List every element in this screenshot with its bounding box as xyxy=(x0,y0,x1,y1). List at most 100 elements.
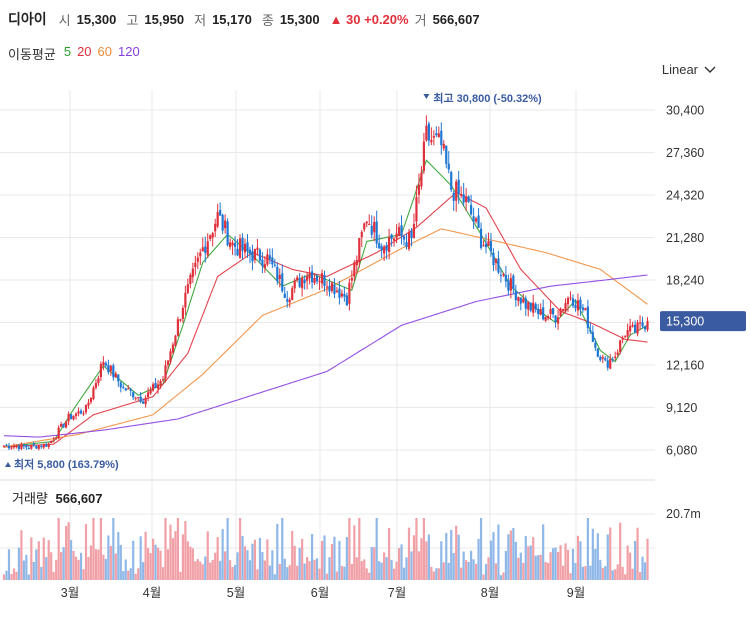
candle-body xyxy=(514,290,517,301)
volume-bar xyxy=(527,546,530,580)
candle-body xyxy=(104,362,107,366)
candle-body xyxy=(32,443,35,446)
candle-body xyxy=(127,388,130,390)
candle-body xyxy=(12,446,16,448)
volume-bar xyxy=(432,571,435,580)
candle-body xyxy=(216,212,219,227)
ma-legend-title: 이동평균 xyxy=(8,47,56,62)
volume-title-value: 566,607 xyxy=(55,491,103,506)
candle-body xyxy=(477,215,480,228)
candle-body xyxy=(601,357,604,359)
volume-bar xyxy=(112,518,115,580)
volume-bar xyxy=(301,538,304,580)
volume-bar xyxy=(211,559,214,580)
candle-body xyxy=(22,444,25,447)
volume-bar xyxy=(606,534,609,580)
month-label: 7월 xyxy=(388,586,406,600)
candle-body xyxy=(114,373,117,378)
volume-bar xyxy=(581,566,585,580)
volume-bar xyxy=(596,533,599,580)
candle-body xyxy=(457,179,460,194)
volume-bar xyxy=(107,535,110,580)
volume-bar xyxy=(589,565,592,580)
candle-body xyxy=(499,275,503,277)
candle-body xyxy=(440,130,443,146)
volume-bar xyxy=(460,567,463,580)
volume-bar xyxy=(176,518,180,580)
volume-bar xyxy=(412,535,416,580)
volume-bar xyxy=(266,539,269,580)
candle-body xyxy=(340,293,344,297)
candle-body xyxy=(529,302,532,311)
candle-body xyxy=(360,231,363,238)
candle-body xyxy=(298,278,301,287)
volume-bar xyxy=(402,567,406,580)
volume-bar xyxy=(201,564,204,580)
candle-body xyxy=(420,172,423,187)
candle-body xyxy=(566,297,570,305)
candle-body xyxy=(283,293,286,298)
candle-body xyxy=(306,276,309,281)
volume-bar xyxy=(276,523,279,580)
volume-bar xyxy=(482,574,485,580)
candle-body xyxy=(614,356,617,359)
candle-body xyxy=(251,251,254,262)
volume-bar xyxy=(214,552,217,580)
volume-bar xyxy=(355,557,358,580)
volume-bar xyxy=(45,557,48,580)
candle-body xyxy=(629,326,632,332)
y-tick-label: 18,240 xyxy=(666,274,704,288)
volume-bar xyxy=(405,557,408,580)
volume-bar xyxy=(479,518,483,580)
volume-bar xyxy=(236,552,239,580)
candle-body xyxy=(462,194,465,203)
volume-bar xyxy=(261,552,264,580)
volume-bar xyxy=(194,561,197,580)
volume-bar xyxy=(84,523,88,580)
volume-bar xyxy=(219,560,222,580)
candle-body xyxy=(154,382,157,389)
volume-bar xyxy=(271,550,274,580)
candle-body xyxy=(484,243,488,248)
candle-body xyxy=(445,145,448,164)
volume-bar xyxy=(30,537,33,580)
volume-bar xyxy=(122,571,125,580)
volume-bar xyxy=(547,562,550,580)
volume-bar xyxy=(621,566,624,580)
candle-body xyxy=(609,359,612,369)
candle-body xyxy=(335,290,339,293)
volume-bar xyxy=(524,535,527,580)
candle-body xyxy=(266,254,269,265)
volume-bar xyxy=(614,569,617,580)
candle-body xyxy=(142,401,145,404)
candle-body xyxy=(256,247,259,250)
candle-body xyxy=(412,223,416,238)
candle-body xyxy=(62,423,65,428)
volume-bar xyxy=(544,561,547,580)
volume-bar xyxy=(360,561,363,580)
volume-bars xyxy=(2,518,649,580)
volume-bar xyxy=(74,556,78,580)
volume-bar xyxy=(624,574,627,580)
volume-bar xyxy=(566,549,570,580)
volume-bar xyxy=(407,527,411,580)
volume-bar xyxy=(591,528,594,580)
candle-body xyxy=(10,447,13,449)
candle-body xyxy=(571,298,575,306)
volume-bar xyxy=(370,546,373,580)
y-tick-label: 21,280 xyxy=(666,231,704,245)
volume-bar xyxy=(246,550,249,580)
volume-bar xyxy=(484,564,488,580)
ma-legend[interactable]: 이동평균 5 20 60 120 xyxy=(8,44,140,63)
candle-body xyxy=(504,274,507,282)
volume-bar xyxy=(638,572,642,580)
candle-body xyxy=(151,384,155,391)
volume-bar xyxy=(457,534,460,580)
scale-selector[interactable]: Linear xyxy=(662,62,716,77)
volume-bar xyxy=(470,550,473,580)
candle-body xyxy=(422,141,425,172)
volume-bar xyxy=(365,568,368,580)
volume-bar xyxy=(221,529,224,580)
